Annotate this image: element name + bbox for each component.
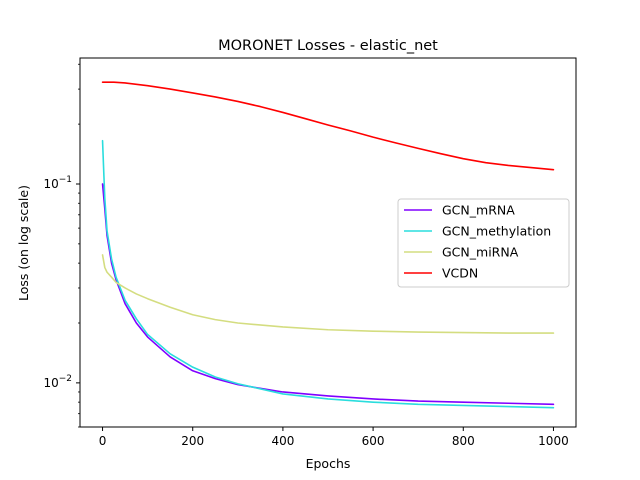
- x-tick-label: 1000: [538, 434, 569, 448]
- series-line-gcn-mrna: [101, 183, 555, 406]
- legend-label: GCN_methylation: [442, 224, 551, 239]
- series-line-vcdn: [101, 81, 555, 171]
- legend-box: [397, 198, 570, 288]
- x-tick-label: 600: [362, 434, 385, 448]
- series-line-gcn-mirna: [101, 254, 555, 334]
- plot-lines: [101, 81, 555, 409]
- x-axis-label: Epochs: [306, 456, 351, 471]
- x-tick-label: 0: [99, 434, 107, 448]
- legend-label: GCN_miRNA: [442, 245, 519, 260]
- y-axis-label: Loss (on log scale): [16, 185, 31, 301]
- x-tick-label: 400: [271, 434, 294, 448]
- x-tick-label: 200: [181, 434, 204, 448]
- plot-frame: [79, 57, 577, 428]
- legend-entries: GCN_mRNA GCN_methylation GCN_miRNA VCDN: [404, 203, 551, 281]
- series-line-gcn-methylation: [101, 139, 555, 409]
- x-tick-label: 800: [452, 434, 475, 448]
- chart-legend: GCN_mRNA GCN_methylation GCN_miRNA VCDN: [397, 198, 570, 288]
- x-axis-ticks: 0 200 400 600 800 1000: [99, 427, 569, 448]
- chart-title: MORONET Losses - elastic_net: [218, 38, 438, 54]
- legend-label: VCDN: [442, 266, 478, 281]
- legend-label: GCN_mRNA: [442, 203, 515, 218]
